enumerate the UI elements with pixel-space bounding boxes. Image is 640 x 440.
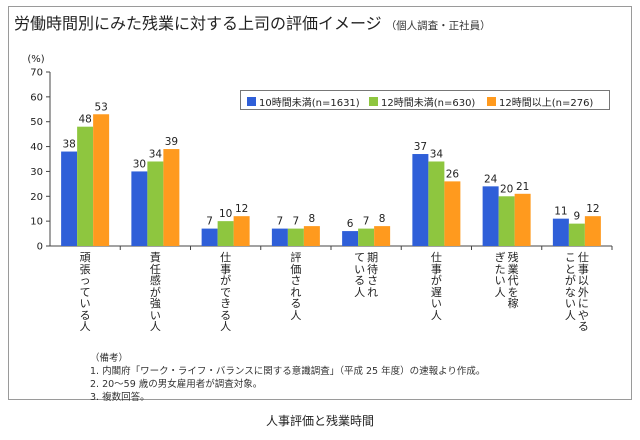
y-axis-unit-label: (%) <box>27 54 44 65</box>
bar <box>303 226 320 246</box>
legend-label: 12時間未満(n=630) <box>381 98 476 109</box>
bar <box>482 186 499 246</box>
bar <box>163 149 180 246</box>
notes-heading: （備考） <box>90 353 129 364</box>
bar <box>428 161 445 246</box>
data-label: 34 <box>430 148 444 160</box>
y-tick-label: 0 <box>37 242 43 253</box>
data-label: 48 <box>78 114 91 126</box>
figure-caption: 人事評価と残業時間 <box>265 414 374 428</box>
bar <box>568 223 585 246</box>
data-label: 34 <box>149 148 163 160</box>
note-line: 2. 20～59 歳の男女雇用者が調査対象。 <box>90 379 263 390</box>
data-label: 7 <box>277 216 284 228</box>
chart-bars <box>61 114 601 246</box>
data-label: 26 <box>446 168 460 180</box>
data-label: 37 <box>414 141 427 153</box>
bar <box>233 216 250 246</box>
category-label: 評価される人 <box>289 252 302 321</box>
chart-legend: 10時間未満(n=1631) 12時間未満(n=630) 12時間以上(n=276) <box>240 90 610 110</box>
data-label: 8 <box>309 213 316 225</box>
bar <box>374 226 391 246</box>
bar <box>444 181 461 246</box>
bar <box>77 126 94 246</box>
data-label: 24 <box>484 173 498 185</box>
data-label: 7 <box>206 216 213 228</box>
data-label: 39 <box>165 136 178 148</box>
bar <box>287 228 304 246</box>
category-label-column: 残業代を稼 <box>507 251 519 310</box>
y-tick-label: 10 <box>30 217 43 228</box>
bar <box>93 114 110 246</box>
category-label: 仕事が遅い人 <box>430 252 443 321</box>
data-label: 20 <box>500 183 513 195</box>
bar <box>131 171 148 246</box>
bar <box>552 218 569 246</box>
chart-title: 労働時間別にみた残業に対する上司の評価イメージ <box>14 14 382 33</box>
bar <box>271 228 288 246</box>
bar <box>217 221 234 246</box>
note-line: 3. 複数回答。 <box>90 392 150 403</box>
data-label: 11 <box>554 206 567 218</box>
bar <box>412 154 429 246</box>
category-label-column: 評価される人 <box>290 251 302 322</box>
y-tick-label: 20 <box>30 192 43 203</box>
category-label-column: 仕事が遅い人 <box>430 251 442 322</box>
y-tick-label: 30 <box>30 167 43 178</box>
legend-swatch <box>369 97 378 106</box>
data-label: 38 <box>62 139 75 151</box>
data-label: 30 <box>133 158 146 170</box>
bar <box>584 216 601 246</box>
legend-swatch <box>487 97 496 106</box>
data-label: 21 <box>516 181 529 193</box>
data-label: 8 <box>379 213 386 225</box>
notes: （備考） 1. 内閣府「ワーク・ライフ・バランスに関する意識調査」（平成 25 … <box>90 352 485 404</box>
category-label-column: 責任感が強い人 <box>149 251 161 333</box>
bar <box>358 228 375 246</box>
category-label-column: 仕事以外にやる <box>577 251 589 333</box>
category-label: ことがない人仕事以外にやる <box>564 252 590 333</box>
data-label: 7 <box>293 216 300 228</box>
bar <box>514 193 531 246</box>
legend-item: 10時間未満(n=1631) <box>247 94 360 109</box>
category-label-column: 頑張っている人 <box>79 251 91 333</box>
data-label: 10 <box>219 208 232 220</box>
y-tick-label: 40 <box>30 142 43 153</box>
data-label: 12 <box>235 203 248 215</box>
bar <box>201 228 218 246</box>
bar <box>147 161 164 246</box>
bar <box>61 151 78 246</box>
data-label: 12 <box>586 203 599 215</box>
legend-item: 12時間未満(n=630) <box>369 94 475 109</box>
category-label: 仕事ができる人 <box>219 252 232 333</box>
legend-swatch <box>247 97 256 106</box>
category-label-column: ことがない人 <box>564 251 576 322</box>
category-label-column: ている人 <box>354 251 366 299</box>
bar <box>342 231 359 246</box>
data-label: 9 <box>574 211 581 223</box>
y-tick-label: 60 <box>30 92 43 103</box>
legend-label: 12時間以上(n=276) <box>499 98 594 109</box>
category-label-column: 仕事ができる人 <box>220 251 232 333</box>
category-label: ぎたい人残業代を稼 <box>494 252 520 310</box>
category-label: ている人期待され <box>353 252 379 298</box>
category-label: 頑張っている人 <box>79 252 92 333</box>
chart-subtitle: （個人調査・正社員） <box>385 20 491 32</box>
category-label-column: 期待され <box>367 251 379 299</box>
data-label: 53 <box>94 101 107 113</box>
category-label: 責任感が強い人 <box>149 252 162 333</box>
bar <box>498 196 515 246</box>
title-row: 労働時間別にみた残業に対する上司の評価イメージ （個人調査・正社員） <box>14 10 491 34</box>
data-label: 6 <box>347 218 354 230</box>
legend-label: 10時間未満(n=1631) <box>259 98 360 109</box>
data-label: 7 <box>363 216 370 228</box>
y-tick-label: 70 <box>30 68 43 79</box>
y-tick-label: 50 <box>30 117 43 128</box>
category-label-column: ぎたい人 <box>494 251 506 299</box>
legend-item: 12時間以上(n=276) <box>487 94 593 109</box>
note-line: 1. 内閣府「ワーク・ライフ・バランスに関する意識調査」（平成 25 年度）の速… <box>90 366 486 377</box>
